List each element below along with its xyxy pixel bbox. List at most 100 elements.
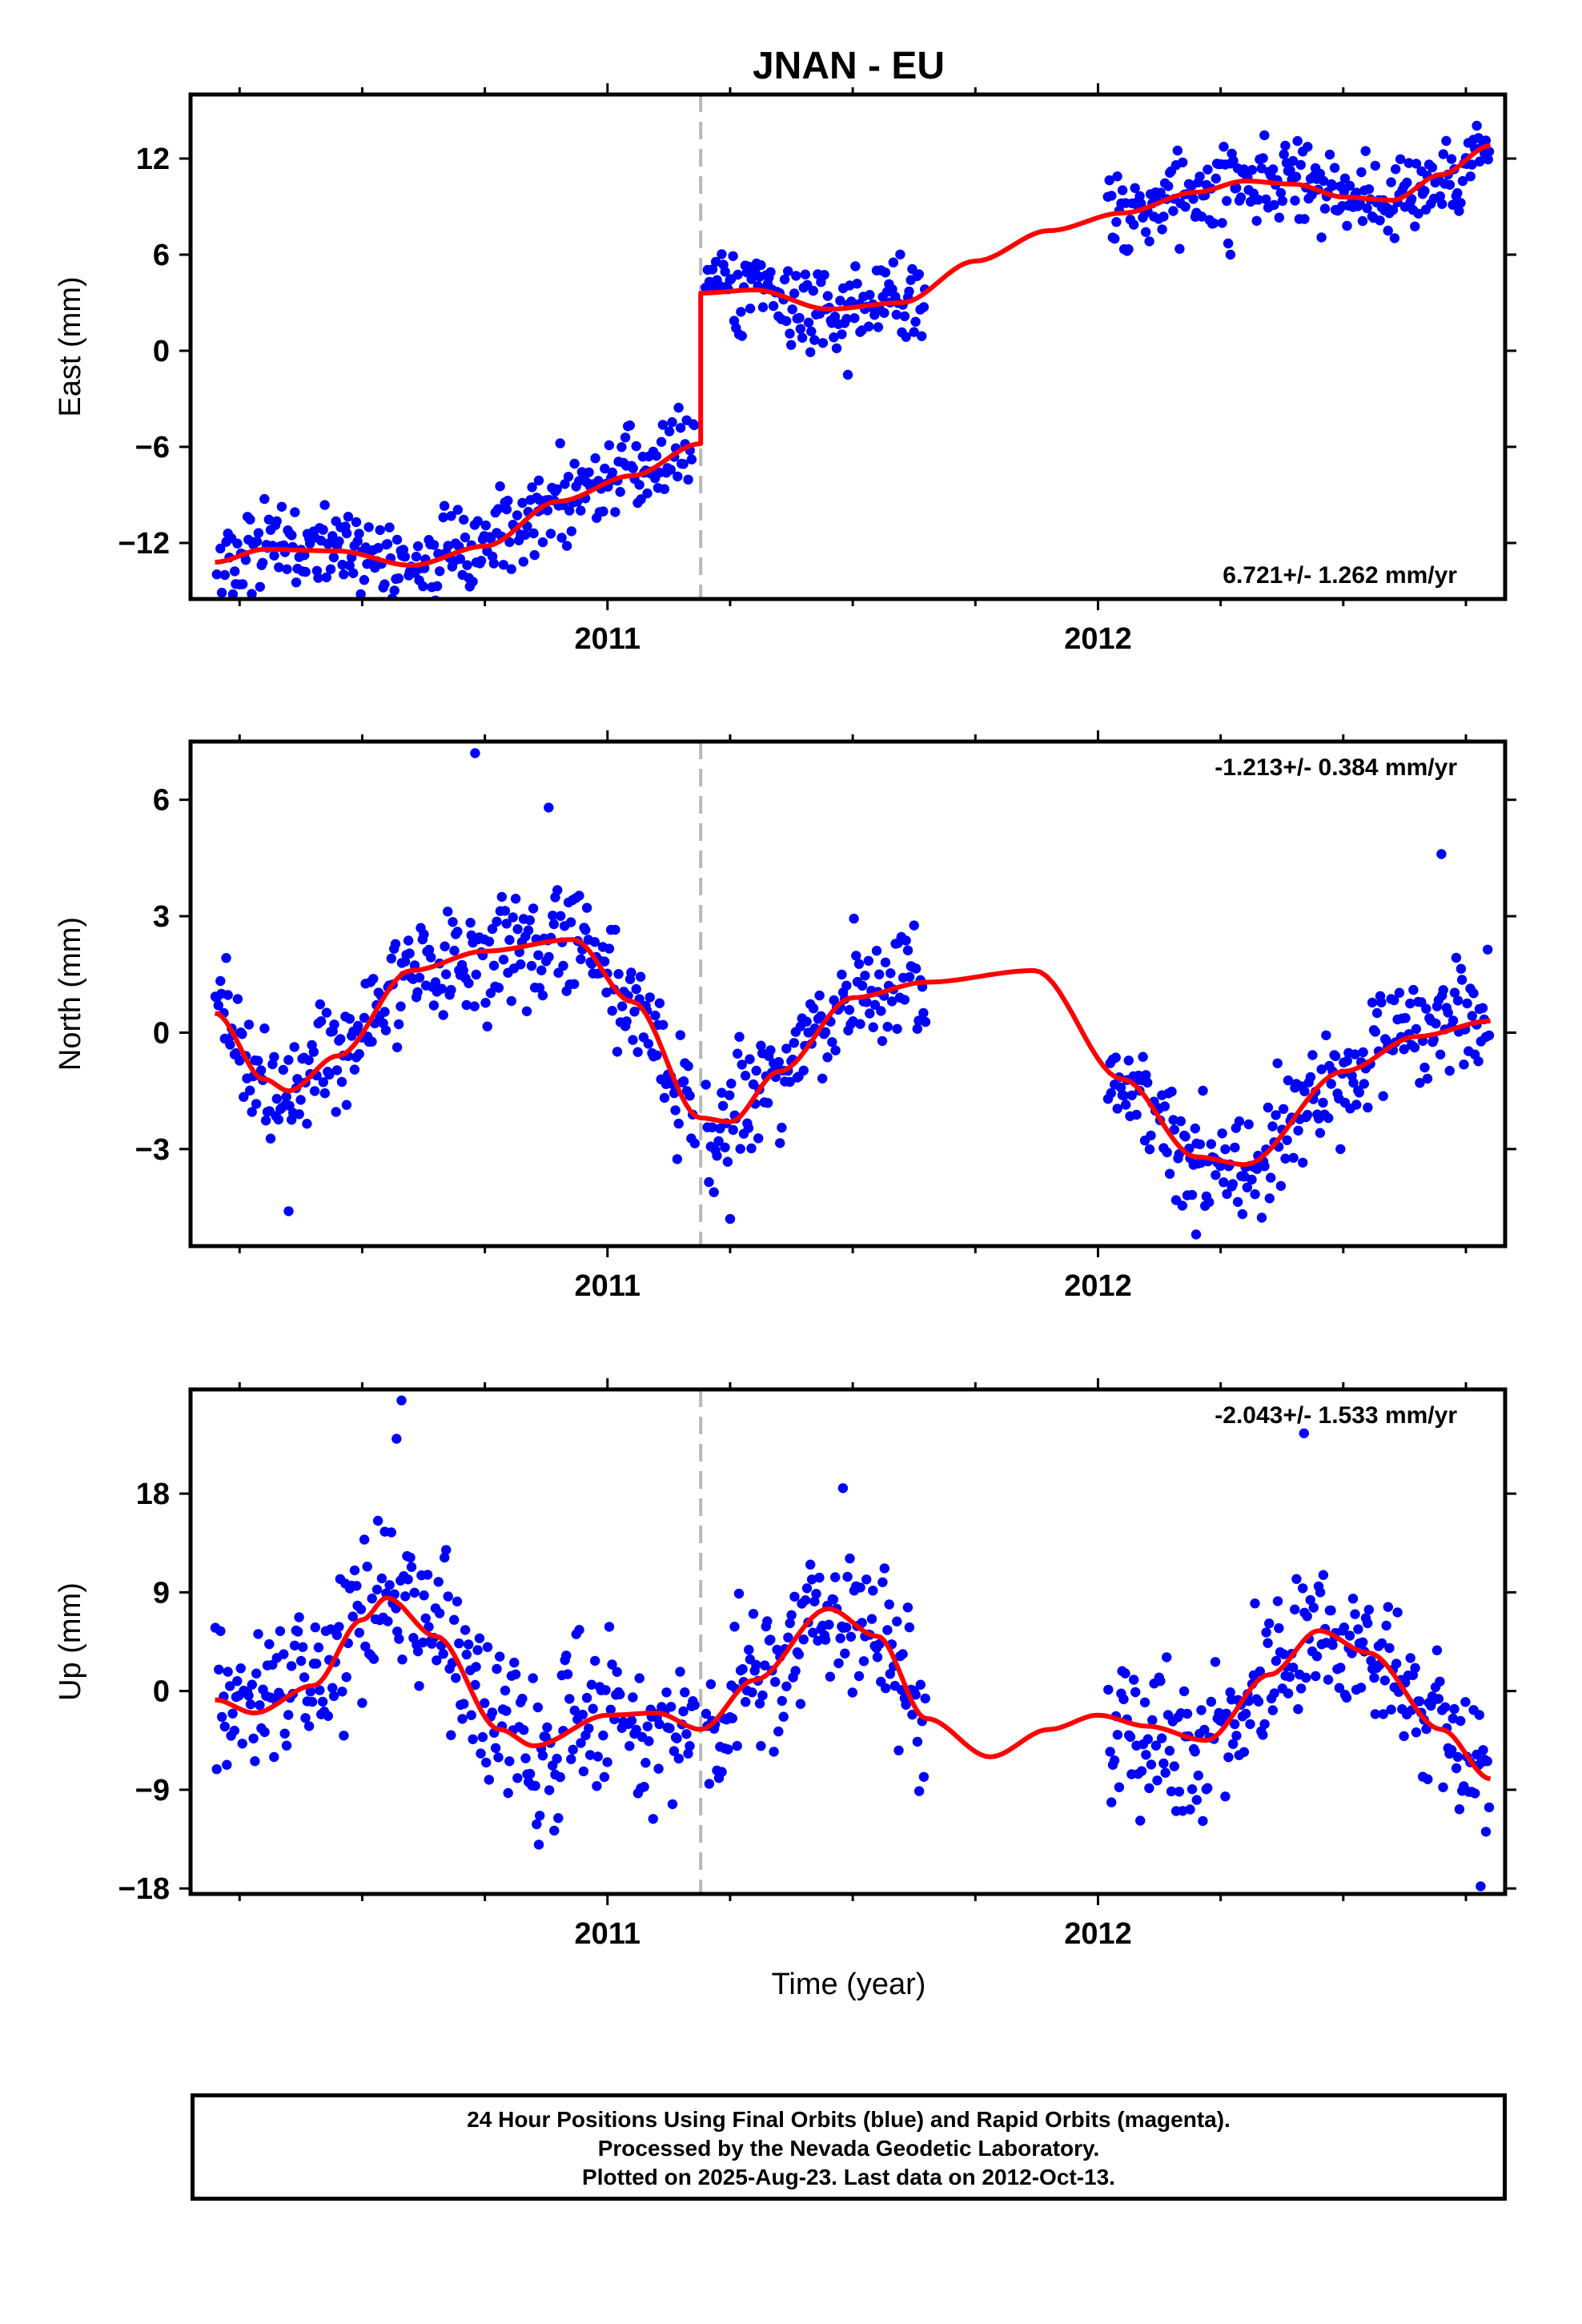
data-point [367, 1593, 377, 1604]
data-point [221, 953, 231, 963]
data-point [1359, 1079, 1370, 1089]
data-point [523, 925, 534, 935]
data-point [1174, 243, 1185, 254]
data-point [1307, 1050, 1318, 1060]
data-point [787, 304, 797, 315]
data-point [729, 1622, 740, 1632]
data-point [1447, 1713, 1459, 1724]
data-point [743, 1123, 754, 1133]
data-point [462, 560, 472, 570]
data-point [628, 1035, 638, 1045]
data-point [1234, 1116, 1245, 1127]
data-point [211, 609, 220, 618]
data-point [341, 1100, 352, 1110]
data-point [315, 1016, 327, 1027]
data-point [1299, 1428, 1310, 1439]
data-point [626, 967, 636, 978]
y-tick-label: 0 [153, 1675, 170, 1709]
y-tick-label: −12 [118, 527, 170, 561]
data-point [678, 459, 689, 469]
data-point [685, 1091, 695, 1101]
data-point [1175, 1116, 1186, 1127]
data-point [589, 937, 600, 947]
data-point [793, 1649, 804, 1660]
y-tick-label: −6 [135, 431, 170, 464]
data-point [720, 267, 730, 277]
data-point [877, 1035, 888, 1047]
data-point [438, 512, 448, 523]
data-point [852, 279, 862, 289]
data-point [599, 956, 610, 967]
data-point [1155, 187, 1166, 198]
data-point [1411, 159, 1422, 169]
data-point [253, 528, 264, 538]
data-point [1315, 1587, 1326, 1598]
data-point [621, 1016, 632, 1027]
data-point [1399, 1044, 1409, 1055]
data-point [817, 338, 829, 348]
data-point [659, 484, 670, 494]
data-point [1378, 1091, 1388, 1101]
data-point [215, 543, 226, 554]
data-point [736, 307, 746, 317]
data-point [576, 1738, 586, 1748]
data-point [814, 990, 825, 1001]
data-point [887, 284, 897, 295]
data-point [1208, 218, 1219, 228]
data-point [876, 1006, 886, 1016]
data-point [448, 917, 458, 927]
data-point [449, 1614, 460, 1625]
data-point [466, 1710, 476, 1720]
data-point [219, 569, 230, 581]
data-point [704, 1779, 715, 1789]
data-point [785, 328, 795, 339]
data-point [512, 510, 523, 521]
data-point [528, 903, 539, 914]
data-point [328, 1691, 339, 1702]
data-point [460, 532, 471, 543]
data-point [790, 1666, 801, 1676]
data-point [1305, 1594, 1315, 1606]
data-point [1114, 1782, 1125, 1792]
data-point [1437, 199, 1447, 209]
data-point [552, 885, 563, 895]
data-point [1195, 171, 1205, 182]
data-point [1125, 1731, 1136, 1743]
data-point [1421, 1003, 1431, 1014]
data-point [1217, 1128, 1227, 1139]
data-point [1323, 1112, 1334, 1124]
data-point [689, 1138, 701, 1149]
data-point [555, 1771, 565, 1783]
data-point [610, 924, 620, 935]
data-point [891, 309, 902, 320]
data-point [765, 267, 776, 277]
data-point [1405, 998, 1415, 1009]
data-point [517, 497, 528, 509]
data-point [615, 487, 625, 497]
data-point [902, 1602, 913, 1613]
data-point [1139, 1697, 1150, 1707]
data-point [1423, 1774, 1433, 1784]
data-point [1269, 1688, 1279, 1699]
data-point [452, 505, 463, 515]
data-point [726, 1078, 737, 1089]
data-point [354, 1048, 364, 1059]
data-point [1356, 167, 1367, 178]
data-point [509, 1657, 520, 1668]
data-point [1454, 206, 1464, 216]
data-point [829, 995, 839, 1006]
y-axis-title: Up (mm) [54, 1582, 87, 1701]
data-point [781, 1043, 792, 1054]
data-point [460, 1625, 471, 1635]
data-point [292, 1074, 303, 1084]
data-point [675, 1030, 685, 1040]
data-point [709, 1187, 719, 1197]
data-point [1106, 1088, 1117, 1099]
data-point [1256, 1212, 1267, 1223]
data-point [1438, 985, 1448, 995]
data-point [1250, 1189, 1260, 1200]
data-point [598, 1730, 608, 1741]
data-point [477, 1731, 488, 1743]
data-point [1103, 1684, 1114, 1695]
data-point [1330, 1051, 1341, 1062]
